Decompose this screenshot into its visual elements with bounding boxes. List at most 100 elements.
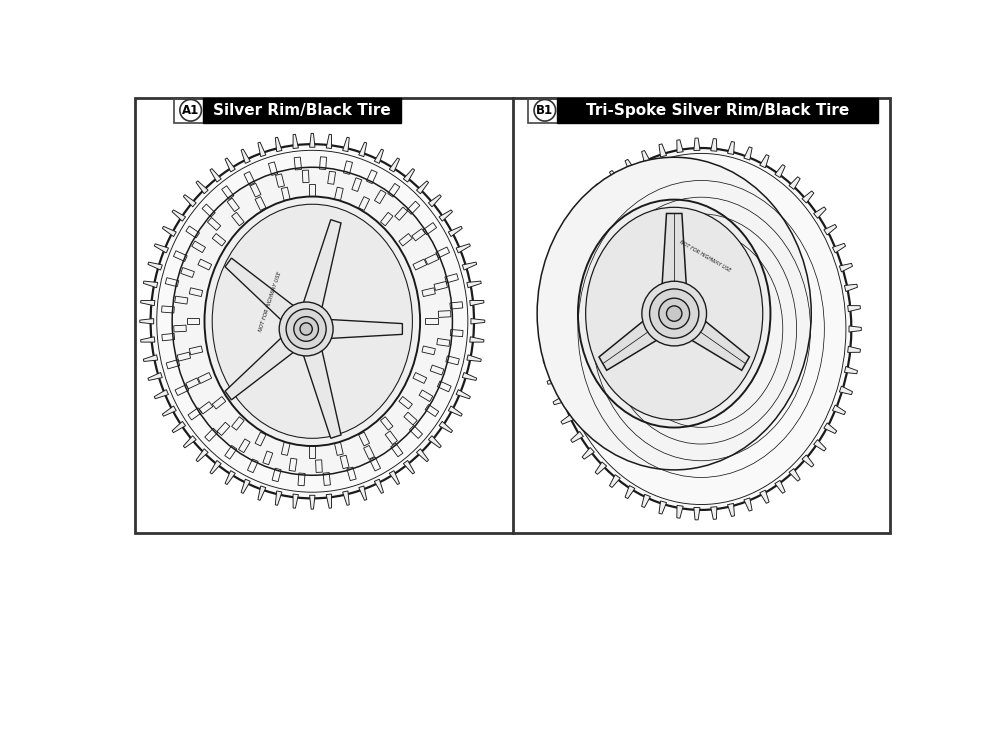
Polygon shape — [595, 462, 607, 474]
Polygon shape — [326, 494, 332, 508]
Text: Tri-Spoke Silver Rim/Black Tire: Tri-Spoke Silver Rim/Black Tire — [586, 103, 849, 118]
Polygon shape — [744, 498, 752, 511]
Polygon shape — [582, 447, 594, 460]
Polygon shape — [141, 301, 155, 306]
Polygon shape — [359, 486, 367, 501]
Ellipse shape — [586, 207, 763, 420]
Polygon shape — [210, 169, 221, 182]
Bar — [135, 98, 890, 533]
Polygon shape — [326, 134, 332, 149]
Polygon shape — [374, 149, 384, 163]
Polygon shape — [140, 319, 154, 324]
Circle shape — [294, 317, 318, 342]
Polygon shape — [667, 301, 749, 370]
Polygon shape — [711, 139, 717, 151]
Polygon shape — [162, 226, 176, 237]
Polygon shape — [677, 140, 683, 152]
Polygon shape — [547, 273, 560, 281]
Polygon shape — [374, 479, 384, 493]
Text: B1: B1 — [536, 104, 553, 117]
Polygon shape — [839, 386, 853, 394]
Polygon shape — [296, 220, 341, 332]
Polygon shape — [343, 491, 349, 505]
Polygon shape — [196, 449, 208, 462]
Text: NOT FOR HIGHWAY USE: NOT FOR HIGHWAY USE — [678, 239, 732, 273]
Polygon shape — [462, 372, 477, 380]
Polygon shape — [832, 243, 846, 253]
Polygon shape — [403, 460, 415, 474]
Polygon shape — [448, 226, 462, 237]
Polygon shape — [824, 224, 837, 235]
Polygon shape — [225, 158, 235, 172]
Polygon shape — [403, 169, 415, 182]
Ellipse shape — [537, 158, 811, 470]
Circle shape — [659, 298, 690, 329]
Polygon shape — [789, 468, 800, 481]
Polygon shape — [802, 191, 814, 203]
Polygon shape — [456, 389, 470, 399]
Polygon shape — [467, 355, 481, 361]
Polygon shape — [241, 479, 250, 493]
Polygon shape — [258, 142, 266, 157]
Polygon shape — [389, 158, 400, 172]
Polygon shape — [541, 336, 554, 342]
Ellipse shape — [205, 196, 420, 446]
Polygon shape — [844, 284, 857, 292]
Polygon shape — [571, 432, 583, 443]
Polygon shape — [162, 406, 176, 416]
Polygon shape — [802, 455, 814, 467]
Text: NOT FOR HIGHWAY USE: NOT FOR HIGHWAY USE — [258, 271, 282, 333]
Polygon shape — [609, 171, 620, 183]
Circle shape — [666, 306, 682, 321]
Polygon shape — [306, 318, 402, 340]
Polygon shape — [275, 491, 282, 505]
Polygon shape — [547, 376, 560, 384]
Polygon shape — [824, 423, 837, 433]
Polygon shape — [241, 149, 250, 163]
Polygon shape — [359, 142, 367, 157]
Polygon shape — [293, 494, 298, 508]
Polygon shape — [183, 435, 196, 448]
Polygon shape — [439, 421, 453, 432]
Circle shape — [286, 309, 326, 349]
Polygon shape — [275, 137, 282, 152]
Polygon shape — [659, 501, 667, 514]
Polygon shape — [789, 177, 800, 189]
Polygon shape — [148, 372, 162, 380]
Polygon shape — [553, 396, 566, 405]
Bar — [528, 98, 878, 122]
Polygon shape — [541, 316, 554, 322]
Polygon shape — [744, 147, 752, 160]
Polygon shape — [659, 144, 667, 157]
Polygon shape — [775, 165, 785, 177]
Circle shape — [650, 289, 699, 338]
Polygon shape — [849, 326, 861, 332]
Polygon shape — [553, 253, 566, 262]
Polygon shape — [848, 306, 860, 312]
Polygon shape — [694, 138, 700, 150]
Ellipse shape — [212, 205, 412, 438]
Polygon shape — [148, 262, 162, 270]
Polygon shape — [172, 421, 186, 432]
Polygon shape — [839, 263, 853, 272]
Polygon shape — [143, 281, 158, 288]
Polygon shape — [814, 440, 826, 451]
Polygon shape — [143, 355, 158, 361]
Polygon shape — [595, 184, 607, 196]
Polygon shape — [711, 507, 717, 520]
Polygon shape — [389, 471, 400, 485]
Polygon shape — [814, 207, 826, 218]
Polygon shape — [428, 195, 441, 207]
Polygon shape — [293, 134, 298, 149]
Polygon shape — [844, 366, 857, 374]
Text: A1: A1 — [182, 104, 199, 117]
Polygon shape — [154, 244, 168, 253]
Polygon shape — [310, 133, 315, 147]
Polygon shape — [258, 486, 266, 501]
Polygon shape — [225, 258, 312, 338]
Ellipse shape — [551, 148, 851, 510]
Polygon shape — [561, 234, 574, 244]
Polygon shape — [183, 195, 196, 207]
Polygon shape — [832, 405, 846, 415]
Polygon shape — [571, 216, 583, 226]
